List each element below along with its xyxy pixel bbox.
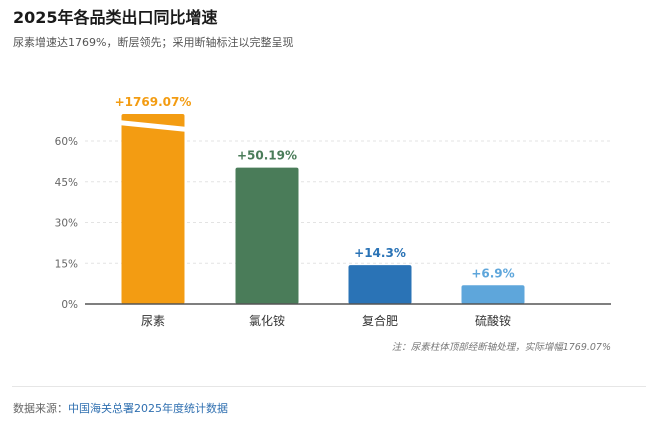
y-tick-label: 60% (55, 136, 78, 148)
value-label: +1769.07% (115, 95, 192, 109)
bars (118, 114, 525, 304)
category-label: 尿素 (141, 314, 165, 328)
data-source-name: 中国海关总署2025年度统计数据 (68, 402, 228, 415)
axis-break-mark (118, 120, 188, 132)
data-source: 数据来源：中国海关总署2025年度统计数据 (13, 400, 228, 416)
value-label: +50.19% (237, 149, 297, 163)
category-label: 氯化铵 (249, 313, 285, 328)
chart-title: 2025年各品类出口同比增速 (13, 8, 218, 27)
y-tick-label: 0% (61, 299, 78, 311)
category-label: 复合肥 (362, 313, 398, 328)
grid-lines (85, 140, 611, 264)
category-label: 硫酸铵 (475, 313, 511, 328)
value-labels: +1769.07% +50.19% +14.3% +6.9% (115, 95, 515, 280)
bar (348, 265, 412, 304)
value-label: +14.3% (354, 246, 406, 260)
footer-divider (12, 386, 646, 387)
value-label: +6.9% (471, 266, 514, 280)
y-tick-label: 45% (55, 177, 78, 189)
y-tick-label: 15% (55, 258, 78, 270)
chart-subtitle: 尿素增速达1769%，断层领先；采用断轴标注以完整呈现 (13, 36, 294, 49)
bar (121, 114, 185, 304)
bar (235, 167, 299, 304)
bar (461, 285, 525, 304)
category-labels: 尿素 氯化铵 复合肥 硫酸铵 (141, 313, 511, 328)
y-tick-label: 30% (55, 218, 78, 230)
bar-chart: 0% 15% 30% 45% 60% +1769.07% +50.19% +14.3% +6.… (55, 95, 611, 353)
chart-note: 注：尿素柱体顶部经断轴处理，实际增幅1769.07% (392, 341, 611, 353)
data-source-prefix: 数据来源： (13, 402, 68, 415)
y-axis-ticks: 0% 15% 30% 45% 60% (55, 136, 78, 311)
